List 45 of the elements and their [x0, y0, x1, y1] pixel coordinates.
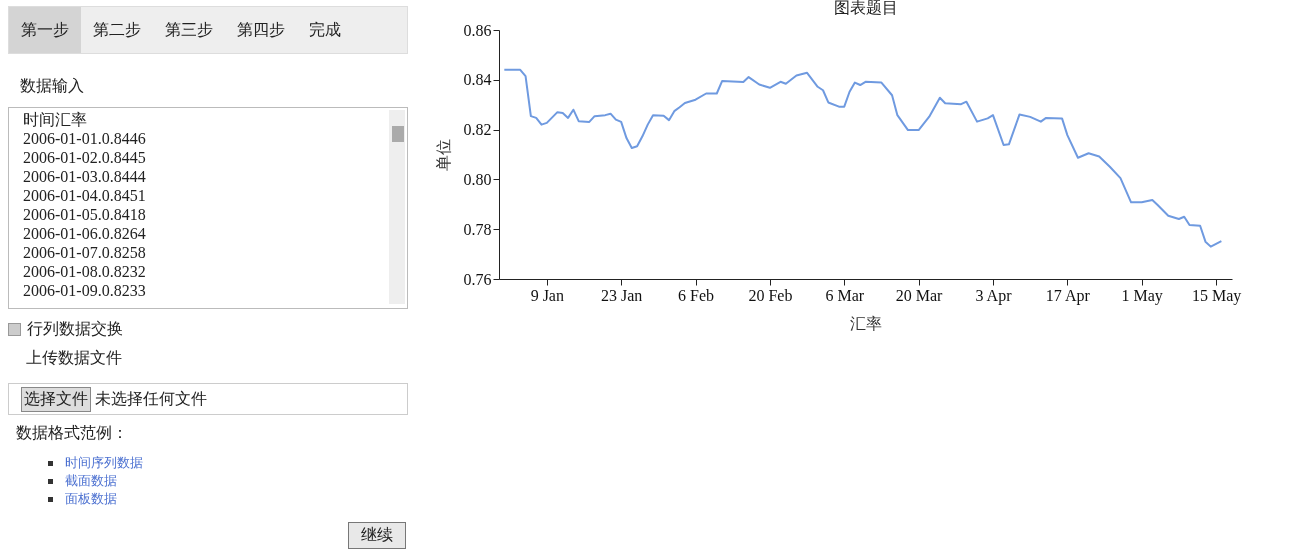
text: 2006-01-05.0.8418 [23, 205, 147, 224]
x-axis-title: 汇率 [850, 313, 882, 333]
y-tick-label: 0.80 [463, 170, 492, 188]
text: 时间汇率 [23, 110, 88, 129]
x-tick-label: 17 Apr [1045, 286, 1091, 305]
x-tick-label: 20 Feb [748, 286, 793, 304]
text: 2006-01-01.0.8446 [23, 129, 147, 148]
x-tick-label: 20 Mar [895, 286, 944, 304]
line-series [503, 68, 1223, 248]
x-tick-label: 1 May [1121, 286, 1163, 305]
text: 2006-01-07.0.8258 [23, 243, 147, 262]
text: 截面数据 [65, 472, 117, 490]
text: 第三步 [164, 19, 214, 41]
text: 2006-01-06.0.8264 [23, 224, 147, 243]
text: 2006-01-02.0.8445 [23, 148, 147, 167]
chart-title: 图表题目 [833, 0, 898, 17]
text: 2006-01-08.0.8232 [23, 262, 147, 281]
text: 数据格式范例： [16, 423, 129, 444]
y-tick-label: 0.82 [463, 121, 492, 139]
y-tick-label: 0.86 [463, 21, 492, 39]
y-axis-title: 单位 [433, 139, 453, 171]
x-tick-label: 23 Jan [601, 286, 643, 304]
text: 面板数据 [65, 490, 117, 508]
text: 行列数据交换 [27, 319, 123, 340]
text: 选择文件 [21, 386, 91, 412]
y-tick-label: 0.76 [463, 270, 492, 288]
text: 继续 [348, 522, 406, 549]
text: 第四步 [236, 19, 286, 41]
text: 2006-01-09.0.8233 [23, 281, 147, 300]
text: 上传数据文件 [26, 348, 123, 369]
y-tick-label: 0.84 [463, 71, 492, 89]
text: 第二步 [92, 19, 142, 41]
text: 未选择任何文件 [95, 388, 207, 410]
text: 第一步 [9, 7, 81, 53]
x-tick-label: 15 May [1191, 286, 1242, 305]
y-tick-label: 0.78 [463, 220, 492, 238]
text: 2006-01-04.0.8451 [23, 186, 147, 205]
x-tick-label: 3 Apr [975, 286, 1013, 305]
text: 2006-01-03.0.8444 [23, 167, 147, 186]
text: 完成 [308, 19, 342, 41]
x-tick-label: 6 Mar [825, 286, 865, 304]
x-tick-label: 9 Jan [530, 286, 564, 304]
text: 时间序列数据 [65, 454, 143, 472]
x-tick-label: 6 Feb [678, 286, 715, 304]
text: 数据输入 [20, 76, 85, 97]
